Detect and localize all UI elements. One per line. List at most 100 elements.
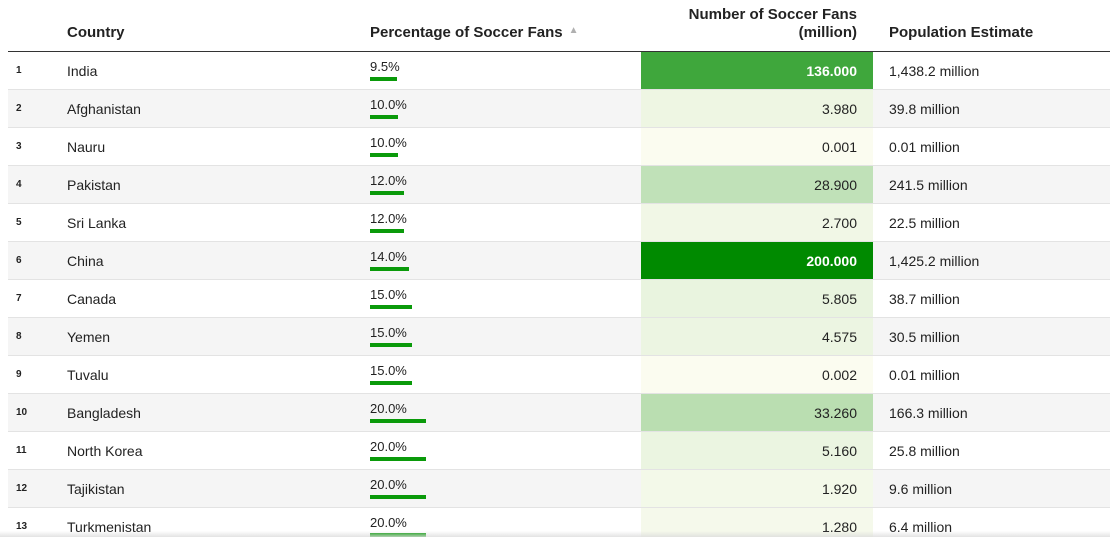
- table-row: 10 Bangladesh 20.0% 33.260 166.3 million: [8, 394, 1110, 432]
- row-rank: 3: [16, 141, 22, 152]
- soccer-fans-cell: 5.160: [641, 432, 873, 469]
- population-cell: 166.3 million: [889, 404, 968, 421]
- population-cell: 25.8 million: [889, 442, 960, 459]
- country-name: Turkmenistan: [67, 518, 152, 535]
- column-header-country-label: Country: [67, 24, 125, 41]
- column-header-population[interactable]: Population Estimate: [873, 0, 1103, 51]
- column-header-country[interactable]: Country: [67, 0, 367, 51]
- country-name: Tajikistan: [67, 480, 125, 497]
- percentage-value: 9.5%: [370, 59, 400, 74]
- table-row: 7 Canada 15.0% 5.805 38.7 million: [8, 280, 1110, 318]
- percentage-cell: 15.0%: [370, 356, 640, 393]
- soccer-fans-cell: 136.000: [641, 52, 873, 89]
- country-name: Bangladesh: [67, 404, 141, 421]
- population-cell: 1,425.2 million: [889, 252, 980, 269]
- percentage-cell: 10.0%: [370, 128, 640, 165]
- percentage-value: 10.0%: [370, 135, 407, 150]
- percentage-cell: 15.0%: [370, 280, 640, 317]
- population-cell: 30.5 million: [889, 328, 960, 345]
- row-rank: 10: [16, 407, 28, 418]
- population-cell: 39.8 million: [889, 100, 960, 117]
- percentage-bar: [370, 305, 412, 309]
- percentage-bar: [370, 267, 410, 271]
- percentage-cell: 15.0%: [370, 318, 640, 355]
- population-cell: 6.4 million: [889, 518, 953, 535]
- table-row: 6 China 14.0% 200.000 1,425.2 million: [8, 242, 1110, 280]
- table-row: 11 North Korea 20.0% 5.160 25.8 million: [8, 432, 1110, 470]
- country-name: China: [67, 252, 104, 269]
- column-header-percentage-label: Percentage of Soccer Fans: [370, 24, 563, 41]
- population-cell: 9.6 million: [889, 480, 953, 497]
- row-rank: 1: [16, 65, 22, 76]
- percentage-value: 15.0%: [370, 287, 407, 302]
- row-rank: 2: [16, 103, 22, 114]
- soccer-fans-cell: 2.700: [641, 204, 873, 241]
- table-row: 4 Pakistan 12.0% 28.900 241.5 million: [8, 166, 1110, 204]
- percentage-cell: 20.0%: [370, 470, 640, 507]
- percentage-value: 15.0%: [370, 363, 407, 378]
- percentage-bar: [370, 343, 412, 347]
- percentage-value: 12.0%: [370, 211, 407, 226]
- soccer-fans-cell: 1.920: [641, 470, 873, 507]
- sort-ascending-icon[interactable]: ▲: [568, 25, 579, 36]
- soccer-fans-cell: 4.575: [641, 318, 873, 355]
- table-body: 1 India 9.5% 136.000 1,438.2 million 2 Afghani…: [8, 52, 1110, 537]
- row-rank: 12: [16, 483, 28, 494]
- column-header-percentage[interactable]: Percentage of Soccer Fans ▲: [370, 0, 640, 51]
- table-row: 8 Yemen 15.0% 4.575 30.5 million: [8, 318, 1110, 356]
- row-rank: 13: [16, 521, 28, 532]
- soccer-fans-cell: 200.000: [641, 242, 873, 279]
- percentage-bar: [370, 191, 404, 195]
- row-rank: 11: [16, 445, 27, 456]
- table-row: 2 Afghanistan 10.0% 3.980 39.8 million: [8, 90, 1110, 128]
- soccer-fans-cell: 5.805: [641, 280, 873, 317]
- percentage-cell: 12.0%: [370, 166, 640, 203]
- population-cell: 241.5 million: [889, 176, 968, 193]
- country-name: India: [67, 62, 98, 79]
- country-name: Yemen: [67, 328, 111, 345]
- row-rank: 4: [16, 179, 22, 190]
- percentage-value: 20.0%: [370, 439, 407, 454]
- percentage-bar: [370, 457, 426, 461]
- country-name: Afghanistan: [67, 100, 141, 117]
- row-rank: 9: [16, 369, 22, 380]
- percentage-bar: [370, 115, 398, 119]
- country-name: Tuvalu: [67, 366, 109, 383]
- table-row: 3 Nauru 10.0% 0.001 0.01 million: [8, 128, 1110, 166]
- table-header: Country Percentage of Soccer Fans ▲ Numb…: [8, 0, 1110, 52]
- percentage-value: 10.0%: [370, 97, 407, 112]
- column-header-soccer-fans-line1: Number of Soccer Fans: [688, 6, 857, 23]
- column-header-population-label: Population Estimate: [889, 24, 1034, 41]
- country-name: Sri Lanka: [67, 214, 127, 231]
- percentage-value: 20.0%: [370, 515, 407, 530]
- column-header-soccer-fans-label: Number of Soccer Fans (million): [689, 6, 857, 42]
- country-name: Nauru: [67, 138, 106, 155]
- percentage-value: 12.0%: [370, 173, 407, 188]
- table-row: 9 Tuvalu 15.0% 0.002 0.01 million: [8, 356, 1110, 394]
- table-row: 1 India 9.5% 136.000 1,438.2 million: [8, 52, 1110, 90]
- country-name: North Korea: [67, 442, 143, 459]
- soccer-fans-cell: 0.002: [641, 356, 873, 393]
- column-header-soccer-fans[interactable]: Number of Soccer Fans (million): [641, 0, 873, 51]
- row-rank: 8: [16, 331, 22, 342]
- percentage-bar: [370, 495, 426, 499]
- soccer-fans-cell: 3.980: [641, 90, 873, 127]
- percentage-cell: 20.0%: [370, 432, 640, 469]
- percentage-value: 15.0%: [370, 325, 407, 340]
- percentage-cell: 20.0%: [370, 394, 640, 431]
- percentage-cell: 12.0%: [370, 204, 640, 241]
- table-row: 5 Sri Lanka 12.0% 2.700 22.5 million: [8, 204, 1110, 242]
- percentage-bar: [370, 229, 404, 233]
- percentage-value: 20.0%: [370, 401, 407, 416]
- row-rank: 6: [16, 255, 22, 266]
- soccer-fans-cell: 28.900: [641, 166, 873, 203]
- table-row: 12 Tajikistan 20.0% 1.920 9.6 million: [8, 470, 1110, 508]
- population-cell: 22.5 million: [889, 214, 960, 231]
- country-name: Pakistan: [67, 176, 121, 193]
- population-cell: 0.01 million: [889, 138, 960, 155]
- row-rank: 5: [16, 217, 22, 228]
- percentage-cell: 14.0%: [370, 242, 640, 279]
- column-header-soccer-fans-line2: (million): [798, 24, 857, 41]
- population-cell: 38.7 million: [889, 290, 960, 307]
